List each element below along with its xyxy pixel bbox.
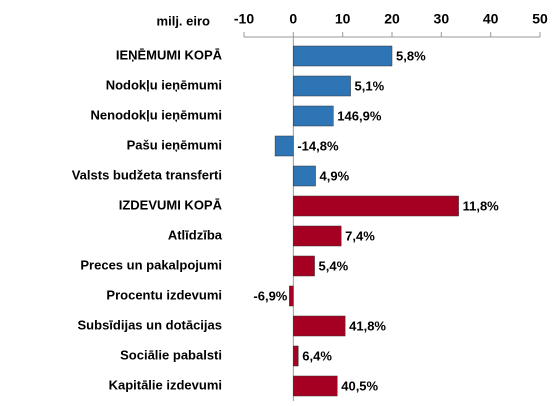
bar-annotation: 4,9% [320, 168, 350, 183]
bar [293, 375, 338, 397]
bar [293, 75, 351, 97]
x-tick-label: 30 [434, 11, 450, 27]
bar-annotation: 5,1% [355, 78, 385, 93]
x-tick-label: 20 [384, 11, 400, 27]
y-category-label: Subsīdijas un dotācijas [78, 317, 222, 332]
bar [293, 315, 346, 337]
bar [293, 165, 316, 187]
bar-annotation: 5,8% [396, 48, 426, 63]
y-category-label: Nodokļu ieņēmumi [106, 77, 222, 92]
x-tick-label: 50 [532, 11, 548, 27]
bar [293, 45, 393, 67]
bar-annotation: -14,8% [297, 138, 339, 153]
bar-annotation: 41,8% [349, 318, 386, 333]
bar [289, 285, 294, 307]
x-tick-label: 10 [335, 11, 351, 27]
bar-annotation: 146,9% [337, 108, 382, 123]
y-category-label: IZDEVUMI KOPĀ [119, 197, 223, 212]
bar-annotation: 5,4% [319, 258, 349, 273]
y-category-label: IEŅĒMUMI KOPĀ [116, 47, 223, 62]
y-category-label: Procentu izdevumi [106, 287, 222, 302]
bar [293, 105, 334, 127]
bar-annotation: 6,4% [302, 348, 332, 363]
bar [293, 345, 299, 367]
bar-annotation: 11,8% [463, 198, 500, 213]
bar [293, 195, 459, 217]
x-tick-label: 40 [483, 11, 499, 27]
y-category-label: Pašu ieņēmumi [127, 137, 222, 152]
x-tick-label: 0 [289, 11, 297, 27]
bar-annotation: 40,5% [341, 378, 378, 393]
y-category-label: Sociālie pabalsti [120, 347, 222, 362]
x-tick-label: -10 [234, 11, 254, 27]
bar [293, 255, 315, 277]
axis-label: milj. eiro [157, 13, 211, 28]
y-category-label: Kapitālie izdevumi [109, 377, 222, 392]
y-category-label: Valsts budžeta transferti [72, 167, 222, 182]
y-category-label: Nenodokļu ieņēmumi [91, 107, 222, 122]
bar-annotation: 7,4% [345, 228, 375, 243]
bar-annotation: -6,9% [253, 288, 287, 303]
y-category-label: Atlīdzība [168, 227, 223, 242]
y-category-label: Preces un pakalpojumi [80, 257, 222, 272]
bar [293, 225, 342, 247]
bar [274, 135, 294, 157]
